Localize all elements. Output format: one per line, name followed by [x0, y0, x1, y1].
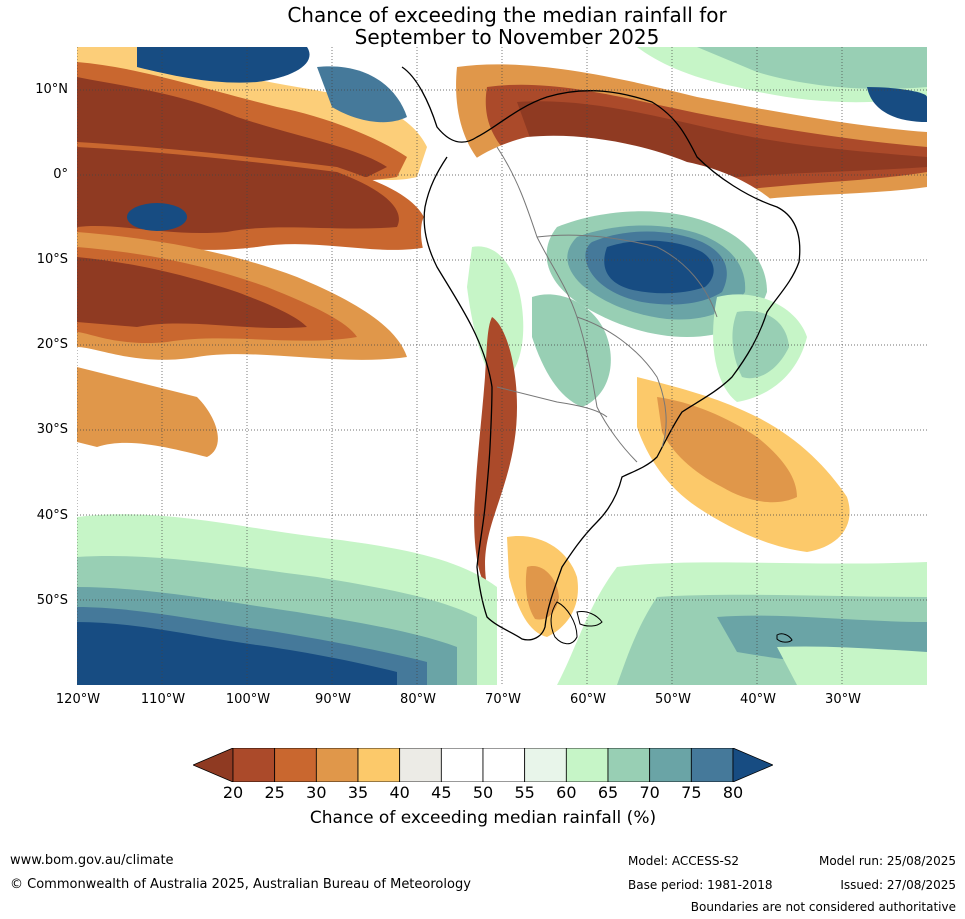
colorbar-segment: [440, 748, 484, 782]
lat-label-20s: 20°S: [36, 337, 68, 352]
lon-label-110w: 110°W: [140, 692, 186, 707]
colorbar: [193, 748, 773, 782]
colorbar-above-arrow: [732, 748, 773, 782]
lat-label-50s: 50°S: [36, 593, 68, 608]
model-run-text: Model run: 25/08/2025: [818, 854, 956, 868]
lon-label-80w: 80°W: [400, 692, 436, 707]
colorbar-segment: [607, 748, 651, 782]
colorbar-tick-label: 80: [722, 783, 744, 802]
colorbar-tick-label: 40: [389, 783, 410, 802]
lon-label-100w: 100°W: [225, 692, 271, 707]
colorbar-tick-label: 75: [681, 783, 702, 802]
colorbar-tick-label: 20: [222, 783, 244, 802]
colorbar-tick-label: 25: [264, 783, 285, 802]
map-title-line2: September to November 2025: [354, 25, 660, 49]
colorbar-tick-label: 65: [597, 783, 619, 802]
lon-label-50w: 50°W: [655, 692, 691, 707]
colorbar-segment: [649, 748, 692, 782]
colorbar-segment: [565, 748, 609, 782]
lon-label-30w: 30°W: [825, 692, 861, 707]
rainfall-map: [77, 47, 927, 685]
colorbar-segment: [232, 748, 276, 782]
website-link[interactable]: www.bom.gov.au/climate: [10, 853, 174, 868]
lat-label-40s: 40°S: [36, 508, 68, 523]
lat-label-0: 0°: [53, 167, 68, 182]
base-period-text: Base period: 1981-2018: [628, 878, 773, 892]
copyright-text: © Commonwealth of Australia 2025, Austra…: [10, 877, 471, 892]
colorbar-segment: [482, 748, 526, 782]
disclaimer-text: Boundaries are not considered authoritat…: [690, 900, 956, 914]
lat-label-10n: 10°N: [35, 82, 68, 97]
colorbar-label: Chance of exceeding median rainfall (%): [309, 808, 657, 828]
colorbar-tick-label: 60: [556, 783, 577, 802]
lon-label-120w: 120°W: [55, 692, 101, 707]
colorbar-below-arrow: [193, 748, 234, 782]
colorbar-segment: [690, 748, 734, 782]
colorbar-tick-label: 35: [347, 783, 369, 802]
map-canvas: [77, 47, 927, 685]
lon-label-90w: 90°W: [315, 692, 351, 707]
colorbar-segment: [524, 748, 567, 782]
colorbar-tick-label: 45: [431, 783, 452, 802]
lat-label-30s: 30°S: [36, 422, 68, 437]
colorbar-tick-label: 55: [514, 783, 535, 802]
lon-label-60w: 60°W: [570, 692, 606, 707]
colorbar-tick-label: 30: [306, 783, 327, 802]
colorbar-segment: [274, 748, 317, 782]
colorbar-segment: [357, 748, 401, 782]
issued-text: Issued: 27/08/2025: [840, 878, 956, 892]
map-title: Chance of exceeding the median rainfall …: [0, 4, 965, 48]
colorbar-segment: [315, 748, 359, 782]
lat-label-10s: 10°S: [36, 252, 68, 267]
map-title-line1: Chance of exceeding the median rainfall …: [287, 3, 727, 27]
lon-label-70w: 70°W: [485, 692, 521, 707]
colorbar-tick-label: 70: [639, 783, 660, 802]
model-text: Model: ACCESS-S2: [628, 854, 740, 868]
lon-label-40w: 40°W: [740, 692, 776, 707]
colorbar-tick-label: 50: [472, 783, 494, 802]
colorbar-segment: [399, 748, 442, 782]
